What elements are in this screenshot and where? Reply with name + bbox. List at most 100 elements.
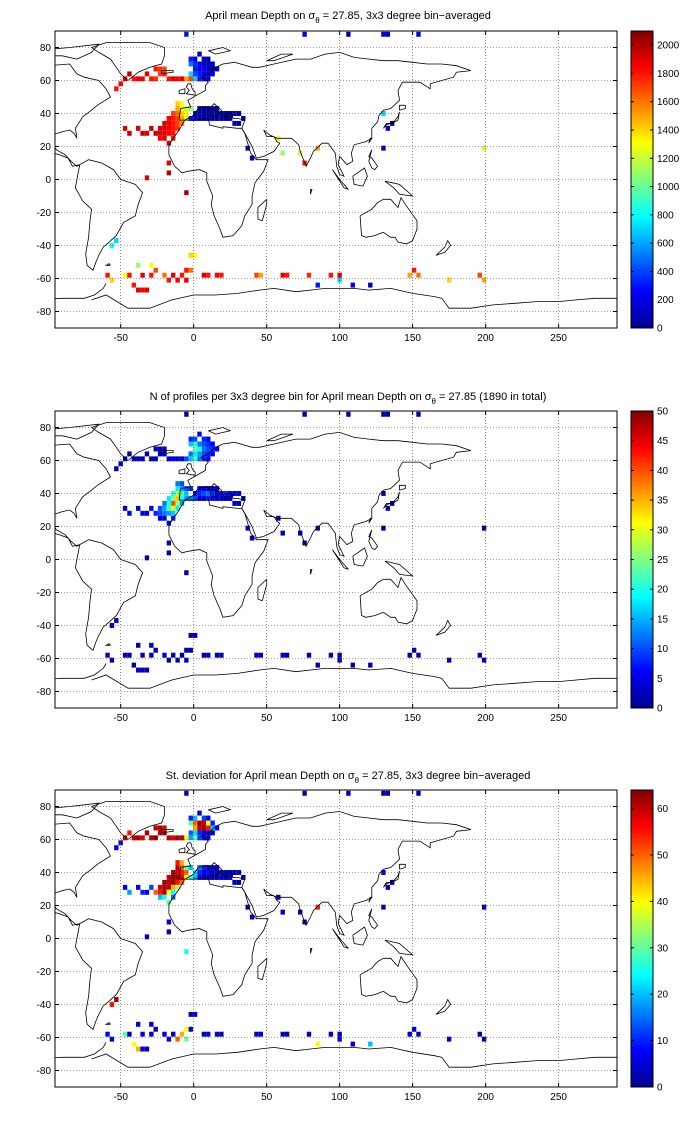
data-cell xyxy=(179,500,185,506)
data-cell xyxy=(175,495,180,501)
colorbar-tick-label: 1000 xyxy=(657,182,680,193)
colorbar-tick-label: 600 xyxy=(657,239,674,250)
data-cell xyxy=(109,243,115,248)
data-cell xyxy=(179,835,185,841)
data-cell xyxy=(214,486,220,492)
colorbar-gradient xyxy=(630,410,654,709)
data-cell xyxy=(166,919,172,925)
data-cell xyxy=(192,835,198,841)
data-cell xyxy=(114,997,119,1003)
data-cell xyxy=(236,879,242,885)
data-cell xyxy=(140,652,145,658)
panel-std-deviation: St. deviation for April mean Depth on σθ… xyxy=(37,770,669,1103)
data-cell xyxy=(149,1021,154,1027)
data-cell xyxy=(166,495,172,501)
data-cell xyxy=(140,76,145,82)
coastline xyxy=(310,569,313,575)
x-tick-label: 150 xyxy=(404,713,421,724)
data-cell xyxy=(171,652,176,658)
data-cell xyxy=(184,115,189,121)
data-cell xyxy=(192,830,198,836)
y-tick-label: 20 xyxy=(40,142,52,153)
data-cell xyxy=(175,125,180,131)
data-cell xyxy=(219,874,224,880)
data-cell xyxy=(157,505,163,511)
colorbar-tick-label: 30 xyxy=(657,943,669,954)
y-tick-label: 40 xyxy=(40,109,52,120)
coastline xyxy=(91,287,617,309)
data-cell xyxy=(206,486,211,492)
data-cell xyxy=(118,461,123,467)
data-cell xyxy=(136,835,141,841)
data-cell xyxy=(179,874,185,880)
data-cell xyxy=(162,120,167,126)
data-cell xyxy=(149,272,154,278)
data-cell xyxy=(337,1031,342,1037)
data-cell xyxy=(184,647,189,653)
coastline xyxy=(368,517,373,524)
colorbar-tick-label: 200 xyxy=(657,295,674,306)
data-cell xyxy=(206,272,211,278)
coastline xyxy=(359,955,418,1004)
data-cell xyxy=(197,865,202,871)
y-tick-label: 0 xyxy=(45,934,51,945)
data-cell xyxy=(175,879,180,885)
data-cell xyxy=(144,175,150,181)
data-cell xyxy=(298,150,303,156)
data-cell xyxy=(109,1036,115,1042)
coastline xyxy=(332,169,349,190)
data-cell xyxy=(201,441,207,447)
colorbar-tick-label: 10 xyxy=(657,644,669,655)
data-cell xyxy=(140,889,145,895)
coastline xyxy=(257,957,268,981)
data-cell xyxy=(214,495,220,501)
data-cell xyxy=(219,491,224,496)
data-cell xyxy=(192,115,198,121)
data-cell xyxy=(306,1031,312,1037)
x-tick-label: 0 xyxy=(191,333,197,344)
data-cell xyxy=(149,642,154,648)
data-cell xyxy=(184,1026,189,1032)
data-cell xyxy=(241,115,246,121)
data-cell xyxy=(210,61,215,67)
data-cell xyxy=(149,652,154,658)
panel-2-colorbar: 0 5 10 15 20 25 30 35 40 45 50 xyxy=(630,407,669,715)
data-cell xyxy=(381,145,386,151)
data-cell xyxy=(166,657,172,663)
data-cell xyxy=(416,652,421,658)
data-cell xyxy=(184,486,189,492)
data-cell xyxy=(175,500,180,506)
data-cell xyxy=(481,904,487,910)
data-cell xyxy=(219,652,224,658)
data-cell xyxy=(188,61,193,67)
data-cell xyxy=(171,130,176,136)
data-cell xyxy=(166,115,172,121)
coastline xyxy=(104,263,111,266)
data-cell xyxy=(136,287,141,293)
data-cell xyxy=(188,56,193,62)
data-cell xyxy=(175,884,180,890)
x-tick-label: -50 xyxy=(113,1092,128,1103)
coastline xyxy=(368,896,373,903)
data-cell xyxy=(201,115,207,121)
data-cell xyxy=(188,436,193,442)
data-cell xyxy=(192,1011,198,1017)
x-tick-label: 200 xyxy=(477,713,494,724)
data-cell xyxy=(197,431,202,437)
coastline xyxy=(178,847,186,854)
data-cell xyxy=(188,495,193,501)
data-cell xyxy=(188,815,193,821)
data-cell xyxy=(201,106,207,112)
data-cell xyxy=(192,632,198,638)
data-cell xyxy=(140,510,145,516)
data-cell xyxy=(166,835,172,841)
data-cell xyxy=(179,456,185,462)
data-cell xyxy=(249,535,255,541)
coastline xyxy=(399,863,406,870)
data-cell xyxy=(175,505,180,511)
data-cell xyxy=(131,662,137,668)
data-cell xyxy=(481,657,487,663)
data-cell xyxy=(407,652,412,658)
data-cell xyxy=(210,71,215,77)
data-cell xyxy=(127,1031,132,1037)
